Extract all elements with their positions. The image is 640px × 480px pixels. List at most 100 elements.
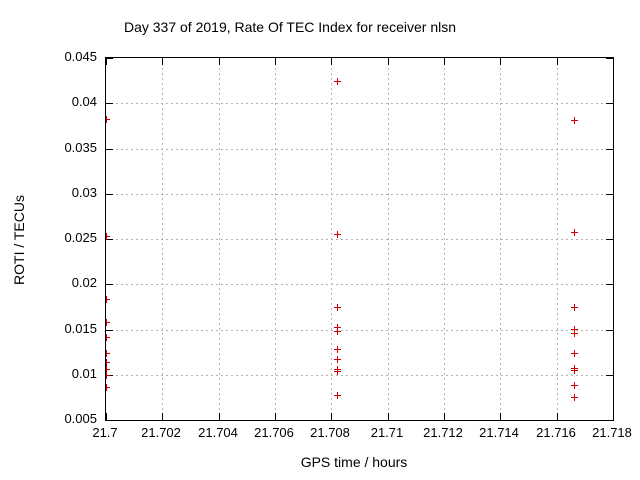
data-point-marker (334, 346, 341, 353)
data-point-marker (334, 304, 341, 311)
x-tick-mark (331, 58, 332, 65)
data-point-marker (334, 328, 341, 335)
y-tick-mark (106, 58, 113, 59)
marker-vertical-bar (106, 366, 107, 373)
x-tick-mark (388, 58, 389, 65)
data-point-marker (571, 367, 578, 374)
marker-vertical-bar (574, 382, 575, 389)
marker-vertical-bar (106, 359, 107, 366)
marker-vertical-bar (337, 304, 338, 311)
x-tick-mark (106, 413, 107, 420)
y-tick-mark (606, 420, 613, 421)
y-tick-label: 0.005 (64, 411, 97, 426)
data-point-marker (334, 231, 341, 238)
x-tick-mark (162, 58, 163, 65)
data-point-marker (106, 319, 110, 326)
y-tick-label: 0.03 (71, 185, 97, 200)
y-tick-mark (106, 420, 113, 421)
x-tick-label: 21.704 (198, 425, 238, 440)
marker-horizontal-bar (106, 322, 110, 323)
x-tick-mark (557, 58, 558, 65)
marker-horizontal-bar (106, 119, 110, 120)
marker-vertical-bar (574, 304, 575, 311)
data-point-marker (571, 350, 578, 357)
x-tick-label: 21.706 (254, 425, 294, 440)
y-tick-mark (106, 330, 113, 331)
y-tick-mark (606, 330, 613, 331)
gridline-y (106, 103, 613, 104)
data-point-marker (334, 392, 341, 399)
marker-horizontal-bar (106, 375, 110, 376)
gridline-y (106, 149, 613, 150)
x-tick-label: 21.7 (92, 425, 118, 440)
x-tick-mark (275, 413, 276, 420)
marker-vertical-bar (574, 229, 575, 236)
x-tick-mark (500, 58, 501, 65)
y-tick-mark (606, 149, 613, 150)
data-point-marker (334, 324, 341, 331)
y-tick-label: 0.02 (71, 275, 97, 290)
gridline-y (106, 375, 613, 376)
gridline-y (106, 194, 613, 195)
marker-vertical-bar (106, 116, 107, 123)
marker-horizontal-bar (106, 337, 110, 338)
marker-horizontal-bar (106, 236, 110, 237)
y-tick-label: 0.025 (64, 230, 97, 245)
marker-horizontal-bar (106, 387, 110, 388)
x-tick-label: 21.71 (370, 425, 404, 440)
x-tick-label: 21.714 (479, 425, 519, 440)
marker-vertical-bar (574, 330, 575, 337)
gridline-y (106, 284, 613, 285)
marker-vertical-bar (574, 326, 575, 333)
marker-horizontal-bar (106, 362, 110, 363)
y-tick-label: 0.01 (71, 366, 97, 381)
marker-vertical-bar (337, 368, 338, 375)
data-point-marker (334, 356, 341, 363)
y-tick-mark (606, 239, 613, 240)
marker-vertical-bar (106, 384, 107, 391)
x-tick-mark (275, 58, 276, 65)
x-tick-mark (444, 413, 445, 420)
marker-vertical-bar (106, 233, 107, 240)
x-tick-mark (444, 58, 445, 65)
data-point-marker (106, 296, 110, 303)
marker-vertical-bar (106, 319, 107, 326)
marker-vertical-bar (106, 350, 107, 357)
marker-vertical-bar (574, 117, 575, 124)
marker-horizontal-bar (106, 299, 110, 300)
y-tick-mark (106, 239, 113, 240)
data-point-marker (106, 366, 110, 373)
x-tick-mark (219, 413, 220, 420)
data-point-marker (571, 117, 578, 124)
x-tick-mark (613, 413, 614, 420)
x-tick-label: 21.702 (141, 425, 181, 440)
x-tick-label: 21.712 (423, 425, 463, 440)
marker-vertical-bar (574, 367, 575, 374)
marker-vertical-bar (106, 372, 107, 379)
marker-vertical-bar (106, 296, 107, 303)
marker-vertical-bar (337, 328, 338, 335)
y-tick-mark (106, 103, 113, 104)
y-tick-mark (106, 149, 113, 150)
marker-vertical-bar (337, 231, 338, 238)
x-tick-mark (500, 413, 501, 420)
marker-vertical-bar (337, 392, 338, 399)
x-tick-mark (106, 58, 107, 65)
y-tick-label: 0.015 (64, 321, 97, 336)
marker-vertical-bar (574, 350, 575, 357)
marker-vertical-bar (337, 356, 338, 363)
data-point-marker (334, 368, 341, 375)
data-point-marker (106, 334, 110, 341)
y-tick-label: 0.035 (64, 140, 97, 155)
marker-vertical-bar (574, 394, 575, 401)
data-point-marker (571, 382, 578, 389)
data-point-marker (571, 330, 578, 337)
y-tick-mark (106, 194, 113, 195)
x-axis-label: GPS time / hours (300, 454, 408, 470)
marker-vertical-bar (337, 78, 338, 85)
data-point-marker (571, 326, 578, 333)
marker-vertical-bar (337, 346, 338, 353)
y-tick-mark (606, 58, 613, 59)
y-tick-label: 0.045 (64, 49, 97, 64)
x-tick-label: 21.716 (536, 425, 576, 440)
